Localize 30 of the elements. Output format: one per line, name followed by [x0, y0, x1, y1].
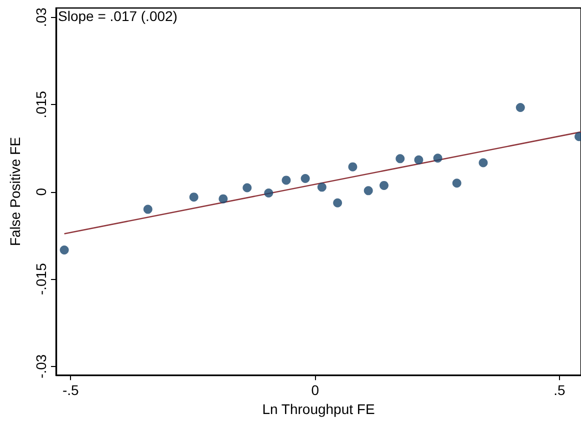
point — [317, 182, 326, 192]
y-tick-label: .015 — [33, 90, 49, 118]
point — [380, 180, 389, 190]
point — [282, 176, 291, 185]
point — [414, 155, 424, 164]
point — [478, 158, 488, 168]
x-tick-label: .5 — [554, 382, 566, 398]
point — [264, 188, 274, 198]
point — [242, 183, 252, 192]
y-tick-label: .03 — [33, 7, 49, 28]
point — [300, 174, 310, 183]
point — [218, 194, 228, 204]
point — [452, 178, 462, 188]
point — [143, 204, 152, 214]
point — [189, 192, 198, 202]
point — [516, 102, 525, 112]
x-tick-label: -.5 — [62, 382, 80, 398]
y-tick-label: -.03 — [33, 354, 49, 378]
y-tick-label: -.015 — [33, 262, 49, 296]
point — [60, 246, 69, 255]
x-axis-title: Ln Throughput FE — [262, 401, 375, 417]
point — [433, 154, 442, 163]
y-tick-label: 0 — [33, 188, 49, 196]
x-tick-label: 0 — [311, 382, 320, 398]
point — [396, 154, 405, 164]
y-axis-title: False Positive FE — [7, 137, 23, 246]
annotation: Slope = .017 (.002) — [58, 8, 178, 24]
point — [364, 186, 373, 196]
point — [333, 198, 342, 208]
point — [348, 162, 358, 172]
